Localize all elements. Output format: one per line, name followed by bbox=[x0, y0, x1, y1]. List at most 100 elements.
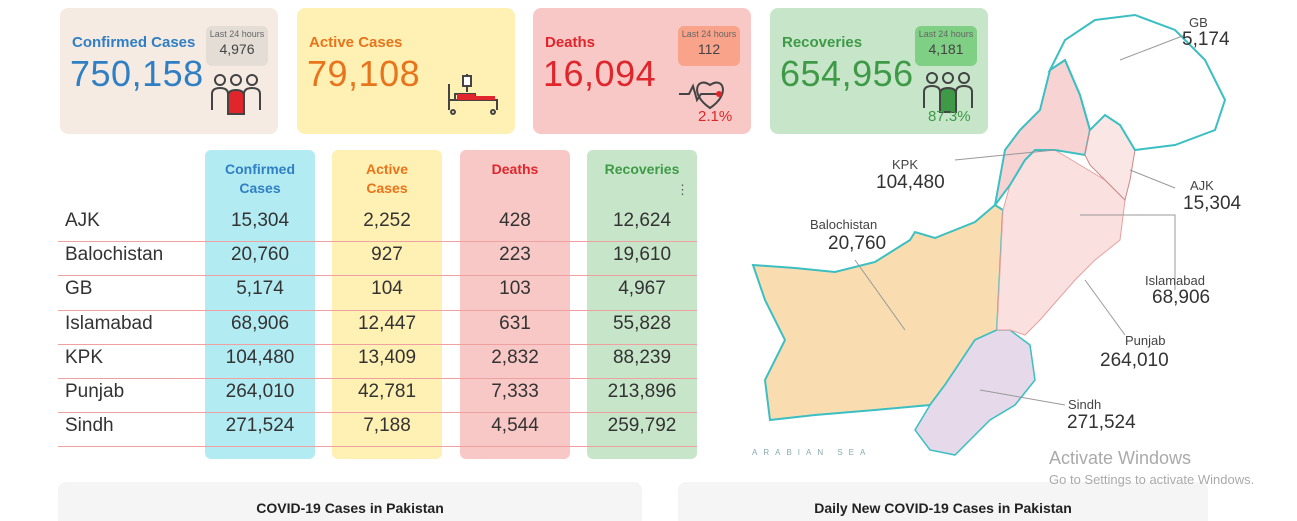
province-name: Sindh bbox=[65, 415, 114, 437]
confirmed-cell: 271,524 bbox=[225, 415, 295, 437]
active-cell: 104 bbox=[371, 278, 403, 300]
map-label-ajk: AJK bbox=[1190, 178, 1214, 193]
recoveries-cell: 4,967 bbox=[618, 278, 666, 300]
activate-windows-subtitle: Go to Settings to activate Windows. bbox=[1049, 472, 1255, 487]
map-label-punjab: Punjab bbox=[1125, 333, 1166, 348]
active-cell: 2,252 bbox=[363, 210, 411, 231]
recoveries-last24-label: Last 24 hours bbox=[918, 29, 974, 39]
deaths-cell: 7,333 bbox=[491, 381, 539, 402]
province-name: GB bbox=[65, 278, 93, 300]
confirmed-cell: 15,304 bbox=[230, 210, 290, 231]
map-label-gb: GB bbox=[1189, 15, 1208, 30]
deaths-cell: 428 bbox=[499, 210, 531, 231]
map-label-sindh: Sindh bbox=[1068, 397, 1102, 412]
deaths-title: Deaths bbox=[545, 34, 596, 51]
gb-region[interactable] bbox=[1047, 13, 1227, 152]
row-divider bbox=[58, 343, 697, 345]
deaths-cell: 4,544 bbox=[491, 415, 539, 437]
active-card: Active Cases 79,108 bbox=[297, 8, 515, 134]
active-cell: 42,781 bbox=[357, 381, 417, 402]
recoveries-title: Recoveries bbox=[782, 34, 863, 51]
map-value-kpk: 104,480 bbox=[876, 172, 945, 193]
confirmed-title: Confirmed Cases bbox=[72, 34, 196, 51]
daily-cases-chart-title: Daily New COVID-19 Cases in Pakistan bbox=[814, 500, 1072, 516]
row-divider bbox=[58, 412, 697, 414]
confirmed-cell: 264,010 bbox=[225, 381, 295, 402]
province-name: Islamabad bbox=[65, 312, 153, 334]
sindh-region[interactable] bbox=[914, 329, 1036, 456]
confirmed-cell: 5,174 bbox=[236, 278, 284, 300]
deaths-last24-value: 112 bbox=[697, 41, 721, 57]
pakistan-map bbox=[751, 13, 1227, 456]
deaths-last24-badge: Last 24 hours 112 bbox=[678, 26, 740, 66]
active-value: 79,108 bbox=[307, 53, 421, 94]
province-name: Punjab bbox=[65, 381, 125, 402]
recoveries-cell: 213,896 bbox=[607, 381, 677, 402]
header-confirmed: Confirmed Cases bbox=[225, 161, 295, 196]
active-cell: 13,409 bbox=[357, 346, 417, 368]
recoveries-last24-badge: Last 24 hours 4,181 bbox=[915, 26, 977, 66]
map-value-islamabad: 68,906 bbox=[1152, 287, 1211, 308]
active-column-bg bbox=[332, 150, 442, 459]
daily-cases-chart-panel: Daily New COVID-19 Cases in Pakistan bbox=[678, 482, 1208, 521]
confirmed-value: 750,158 bbox=[70, 53, 204, 94]
recoveries-cell: 19,610 bbox=[612, 244, 672, 266]
province-name: AJK bbox=[65, 210, 100, 231]
confirmed-cell: 20,760 bbox=[230, 244, 290, 266]
recoveries-cell: 88,239 bbox=[612, 346, 672, 368]
row-divider bbox=[58, 309, 697, 311]
map-label-balochistan: Balochistan bbox=[810, 217, 878, 232]
active-cell: 7,188 bbox=[363, 415, 411, 437]
confirmed-card: Confirmed Cases 750,158 Last 24 hours 4,… bbox=[60, 8, 278, 134]
province-name: Balochistan bbox=[65, 244, 164, 266]
sea-label: ARABIAN SEA bbox=[752, 448, 872, 457]
hospital-bed-icon bbox=[448, 74, 498, 115]
deaths-column-bg bbox=[460, 150, 570, 459]
deaths-cell: 223 bbox=[499, 244, 531, 266]
recoveries-cell: 55,828 bbox=[612, 312, 672, 334]
confirmed-cell: 104,480 bbox=[225, 346, 295, 368]
deaths-card: Deaths 16,094 Last 24 hours 112 2.1% bbox=[533, 8, 751, 134]
cases-chart-panel: COVID-19 Cases in Pakistan bbox=[58, 482, 642, 521]
header-recoveries: Recoveries bbox=[604, 161, 680, 177]
row-divider bbox=[58, 446, 697, 448]
recoveries-card: Recoveries 654,956 Last 24 hours 4,181 8… bbox=[770, 8, 988, 134]
row-divider bbox=[58, 241, 697, 243]
recoveries-cell: 12,624 bbox=[612, 210, 672, 231]
deaths-cell: 631 bbox=[499, 312, 531, 334]
recovered-people-icon bbox=[923, 72, 973, 113]
recoveries-column-bg bbox=[587, 150, 697, 459]
deaths-value: 16,094 bbox=[543, 53, 657, 94]
row-divider bbox=[58, 275, 697, 277]
map-value-sindh: 271,524 bbox=[1067, 412, 1136, 433]
recoveries-cell: 259,792 bbox=[607, 415, 677, 437]
recoveries-last24-value: 4,181 bbox=[928, 41, 964, 57]
map-value-punjab: 264,010 bbox=[1100, 350, 1169, 371]
map-value-balochistan: 20,760 bbox=[828, 233, 887, 254]
confirmed-last24-badge: Last 24 hours 4,976 bbox=[206, 26, 268, 66]
map-value-gb: 5,174 bbox=[1182, 29, 1230, 50]
confirmed-cell: 68,906 bbox=[230, 312, 290, 334]
recoveries-percentage: 87.3% bbox=[928, 108, 971, 125]
activate-windows-title: Activate Windows bbox=[1049, 448, 1192, 468]
people-icon bbox=[211, 74, 261, 115]
row-divider bbox=[58, 378, 697, 379]
map-value-ajk: 15,304 bbox=[1183, 193, 1242, 214]
active-cell: 12,447 bbox=[357, 312, 417, 334]
confirmed-column-bg bbox=[205, 150, 315, 459]
map-label-islamabad: Islamabad bbox=[1145, 273, 1205, 288]
cases-chart-title: COVID-19 Cases in Pakistan bbox=[256, 500, 444, 516]
recoveries-value: 654,956 bbox=[780, 53, 914, 94]
active-cell: 927 bbox=[371, 244, 403, 266]
deaths-percentage: 2.1% bbox=[698, 108, 733, 125]
confirmed-last24-label: Last 24 hours bbox=[209, 29, 265, 39]
deaths-cell: 2,832 bbox=[491, 346, 539, 368]
map-label-kpk: KPK bbox=[892, 157, 919, 172]
header-deaths: Deaths bbox=[491, 161, 539, 177]
deaths-cell: 103 bbox=[499, 278, 531, 300]
active-title: Active Cases bbox=[309, 34, 403, 51]
deaths-last24-label: Last 24 hours bbox=[681, 29, 737, 39]
more-options-icon[interactable]: ⋮ bbox=[676, 182, 689, 197]
heartbeat-icon bbox=[679, 81, 724, 110]
province-name: KPK bbox=[65, 346, 104, 368]
